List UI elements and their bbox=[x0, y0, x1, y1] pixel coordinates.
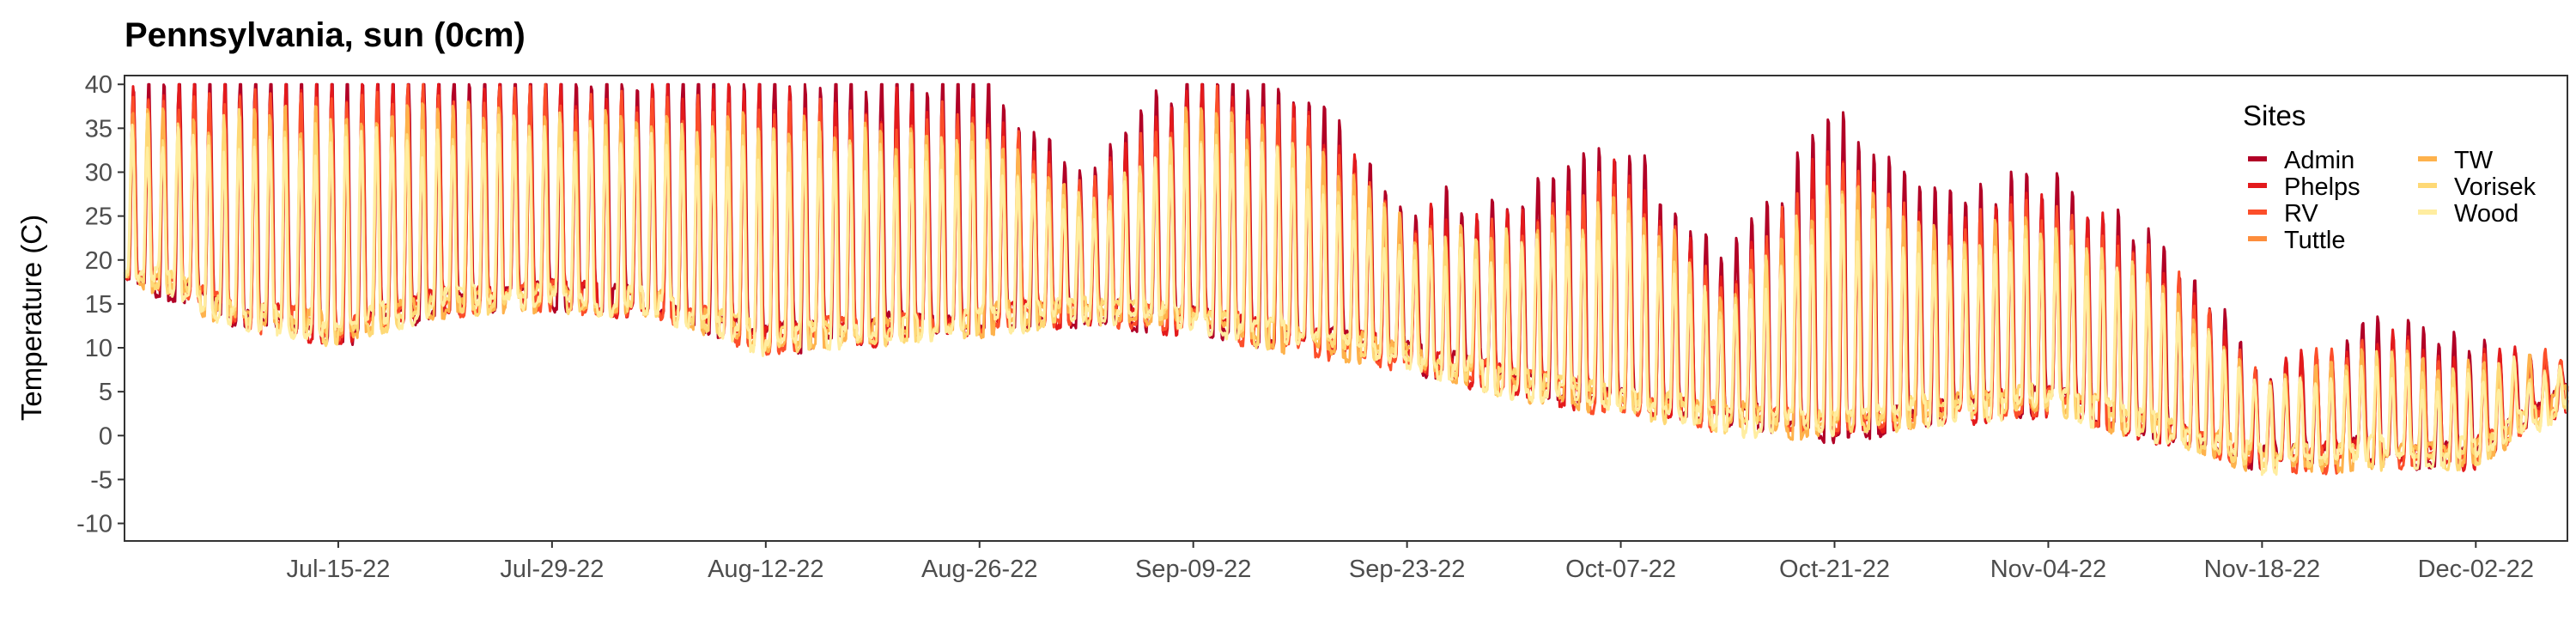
x-tick-label: Nov-04-22 bbox=[1990, 556, 2106, 583]
legend-label-tuttle: Tuttle bbox=[2284, 227, 2345, 254]
legend-label-admin: Admin bbox=[2284, 147, 2354, 174]
x-tick-label: Nov-18-22 bbox=[2204, 556, 2320, 583]
x-tick-label: Sep-09-22 bbox=[1135, 556, 1251, 583]
x-tick-label: Jul-29-22 bbox=[500, 556, 604, 583]
x-tick-label: Sep-23-22 bbox=[1349, 556, 1465, 583]
legend-label-phelps: Phelps bbox=[2284, 173, 2360, 201]
legend-title: Sites bbox=[2243, 100, 2306, 131]
y-tick-label: 5 bbox=[99, 379, 112, 406]
x-tick-label: Dec-02-22 bbox=[2418, 556, 2534, 583]
y-tick-label: 15 bbox=[85, 291, 112, 319]
y-tick-label: 30 bbox=[85, 159, 112, 186]
y-tick-label: 35 bbox=[85, 115, 112, 143]
series-line-admin bbox=[123, 82, 2569, 471]
series-line-wood bbox=[123, 124, 2569, 477]
series-layer bbox=[123, 82, 2569, 477]
y-axis: 40 35 30 25 20 15 10 5 0 -5 -10 bbox=[76, 71, 125, 538]
y-tick-label: -10 bbox=[76, 511, 112, 538]
chart-title: Pennsylvania, sun (0cm) bbox=[125, 16, 526, 54]
x-tick-label: Aug-12-22 bbox=[708, 556, 823, 583]
y-tick-label: 25 bbox=[85, 204, 112, 231]
legend-label-vorisek: Vorisek bbox=[2454, 173, 2537, 201]
legend-label-wood: Wood bbox=[2454, 200, 2518, 228]
series-line-phelps bbox=[123, 82, 2569, 472]
y-tick-label: 0 bbox=[99, 422, 112, 450]
x-tick-label: Aug-26-22 bbox=[921, 556, 1037, 583]
y-tick-label: 40 bbox=[85, 71, 112, 99]
x-tick-label: Jul-15-22 bbox=[286, 556, 390, 583]
y-tick-label: 20 bbox=[85, 247, 112, 275]
x-tick-label: Oct-07-22 bbox=[1565, 556, 1676, 583]
plot-panel bbox=[124, 75, 2568, 542]
legend-label-tw: TW bbox=[2454, 147, 2494, 174]
x-tick-label: Oct-21-22 bbox=[1779, 556, 1890, 583]
x-axis: Jul-15-22 Jul-29-22 Aug-12-22 Aug-26-22 Sep-… bbox=[286, 541, 2534, 583]
y-axis-title: Temperature (C) bbox=[15, 215, 47, 421]
series-line-rv bbox=[123, 82, 2569, 476]
y-tick-label: -5 bbox=[90, 466, 112, 494]
y-tick-label: 10 bbox=[85, 335, 112, 362]
legend-label-rv: RV bbox=[2284, 200, 2318, 228]
